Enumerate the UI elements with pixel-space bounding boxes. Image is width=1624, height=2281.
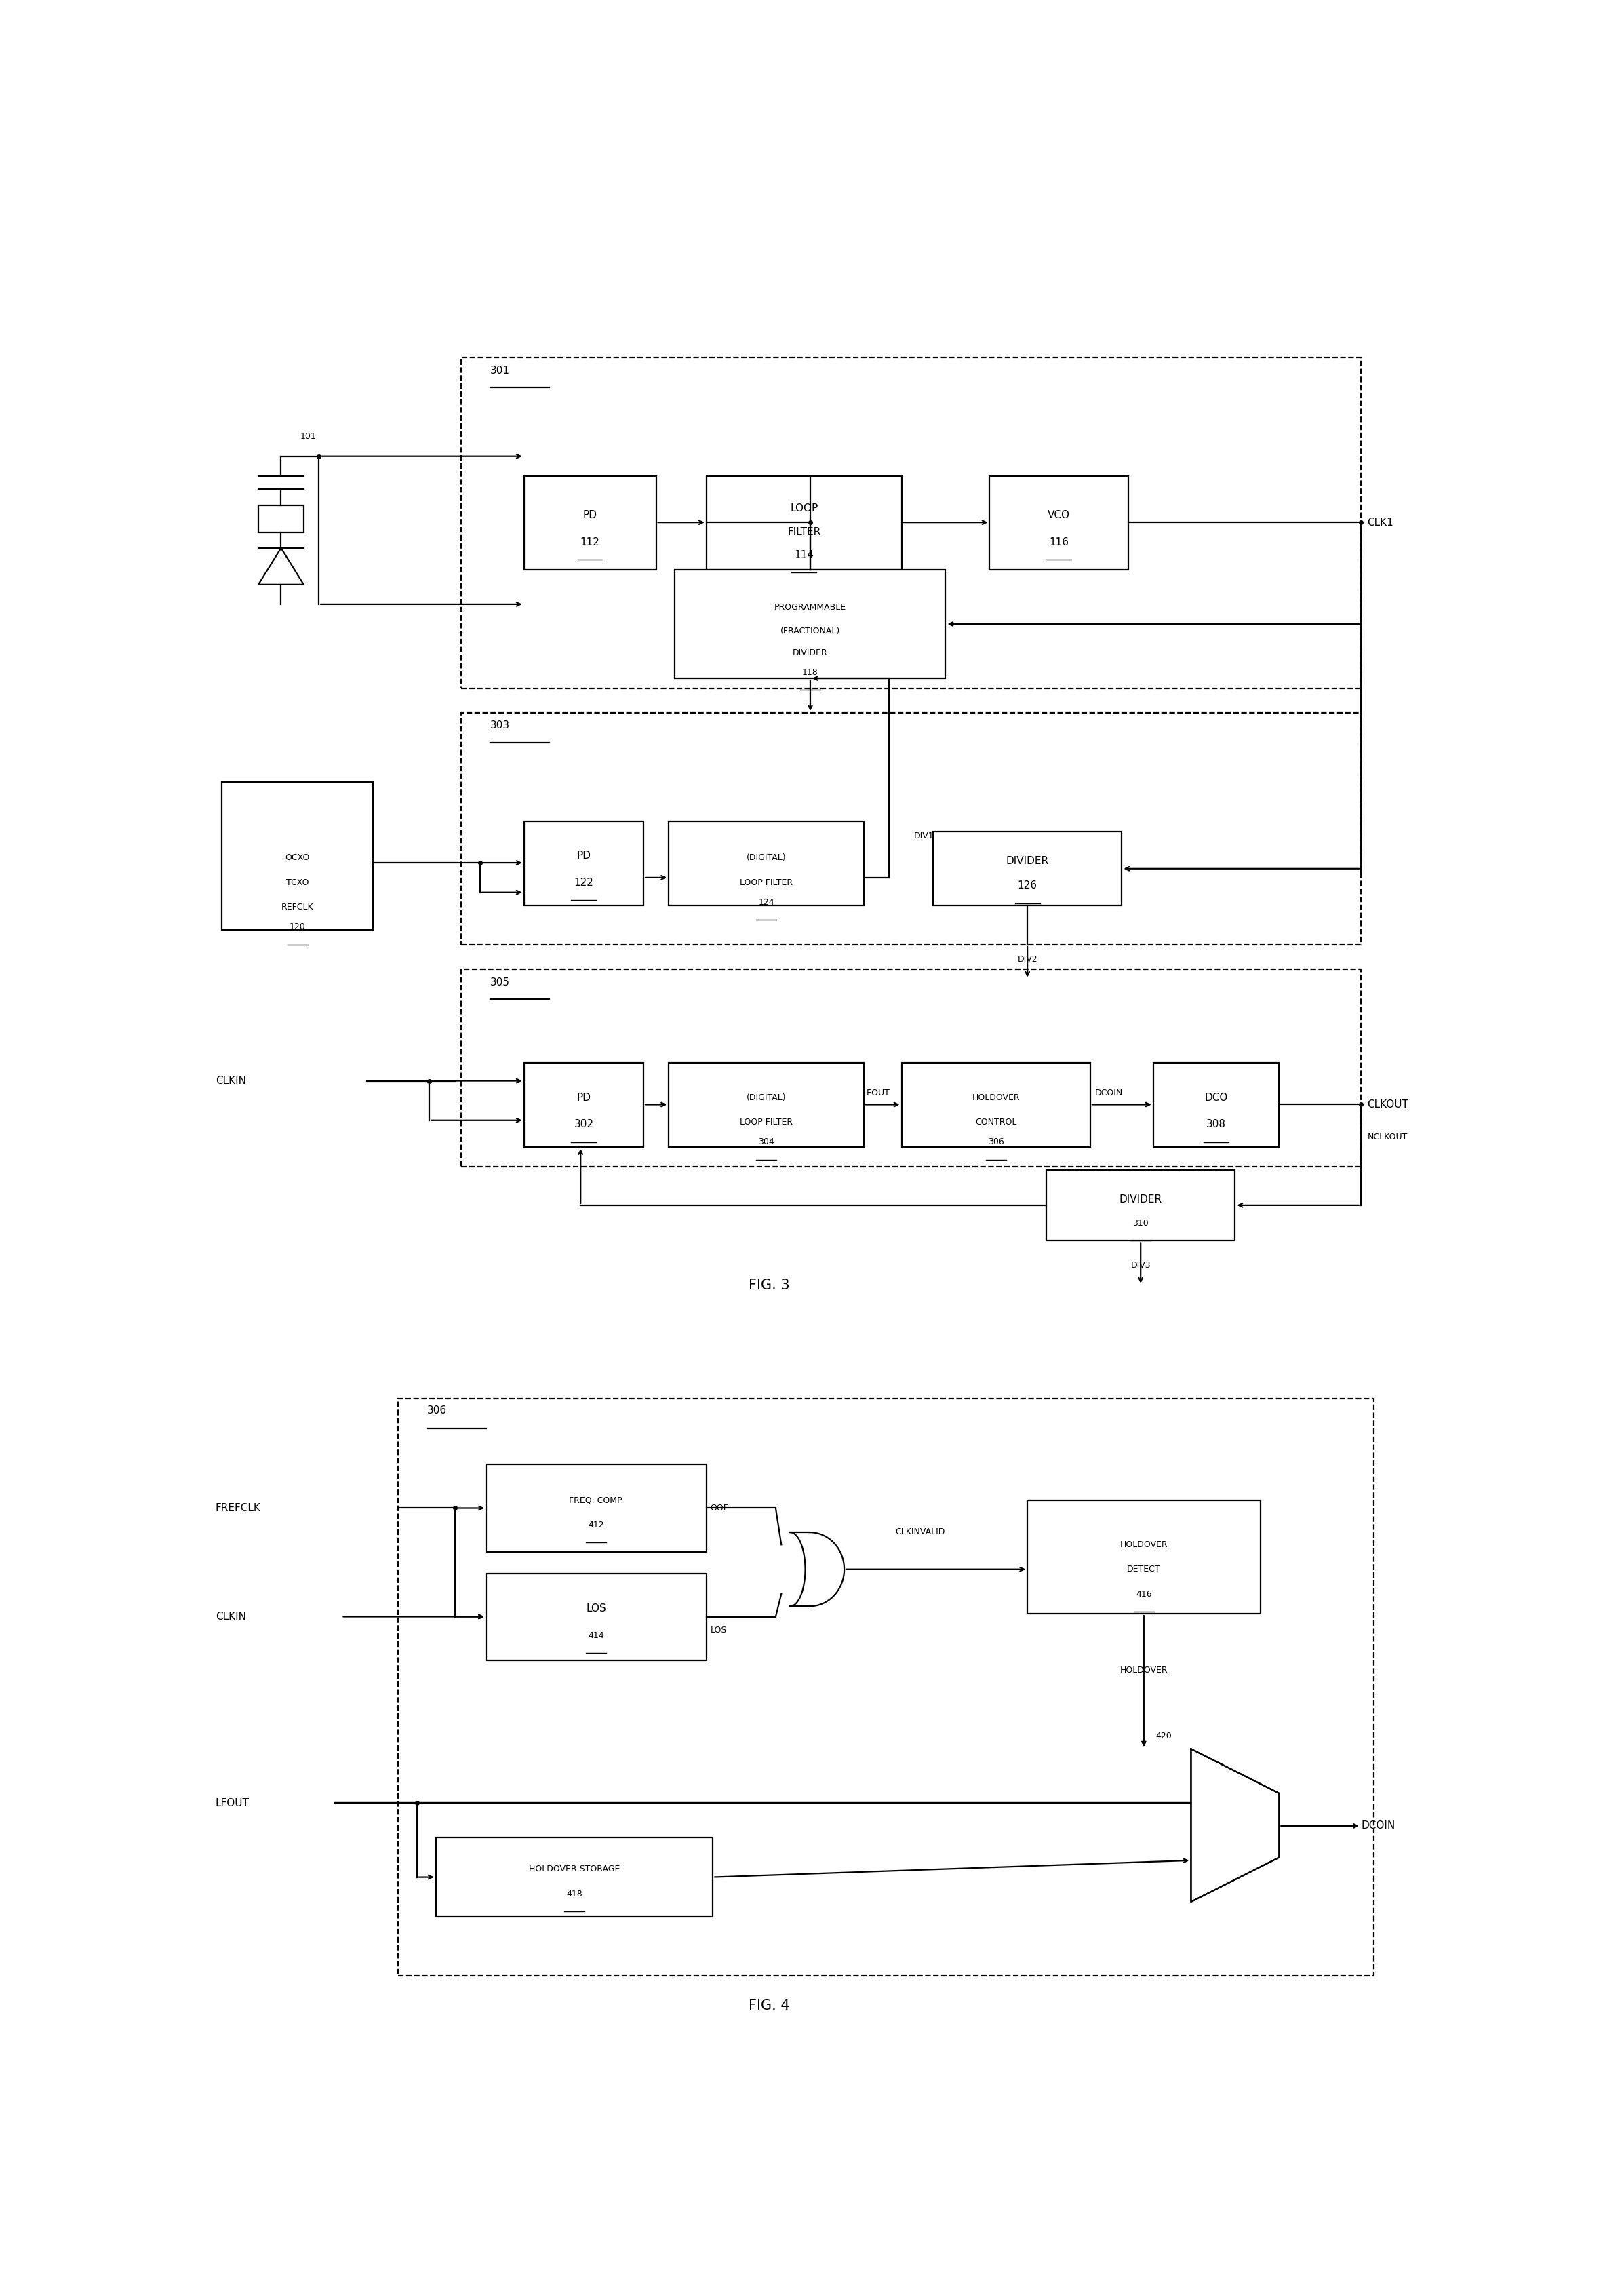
Text: HOLDOVER: HOLDOVER (1121, 1665, 1168, 1674)
Text: PD: PD (583, 511, 598, 520)
Text: DETECT: DETECT (1127, 1565, 1161, 1574)
Text: 303: 303 (490, 721, 510, 730)
Text: REFCLK: REFCLK (281, 903, 313, 912)
Text: 122: 122 (573, 878, 593, 887)
Text: OCXO: OCXO (286, 853, 310, 862)
Bar (1153, 1063, 1280, 1147)
Bar (222, 782, 374, 931)
Bar (435, 1838, 713, 1916)
Bar (461, 358, 1361, 689)
Text: TCXO: TCXO (286, 878, 309, 887)
Text: 302: 302 (573, 1120, 593, 1129)
Text: CLKINVALID: CLKINVALID (895, 1528, 945, 1535)
Text: FIG. 4: FIG. 4 (749, 1998, 789, 2012)
Text: DIVIDER: DIVIDER (793, 648, 828, 657)
Text: (DIGITAL): (DIGITAL) (747, 853, 786, 862)
Text: DIVIDER: DIVIDER (1119, 1195, 1163, 1204)
Bar (669, 821, 864, 906)
Text: DCOIN: DCOIN (1095, 1088, 1124, 1097)
Text: CLK1: CLK1 (1367, 518, 1393, 527)
Text: 305: 305 (490, 976, 510, 988)
Text: HOLDOVER: HOLDOVER (973, 1093, 1020, 1102)
Text: LOOP: LOOP (789, 504, 818, 513)
Bar (525, 477, 656, 570)
Bar (901, 1063, 1090, 1147)
Text: FREFCLK: FREFCLK (216, 1503, 261, 1512)
Text: 418: 418 (567, 1889, 583, 1898)
Text: DIV2: DIV2 (1017, 956, 1038, 965)
Text: LFOUT: LFOUT (216, 1797, 250, 1809)
Text: 124: 124 (758, 899, 775, 906)
Text: 416: 416 (1135, 1590, 1151, 1599)
Text: 126: 126 (1018, 880, 1038, 890)
Text: 308: 308 (1207, 1120, 1226, 1129)
Bar (461, 712, 1361, 944)
Text: FREQ. COMP.: FREQ. COMP. (568, 1496, 624, 1505)
Bar (258, 506, 304, 531)
Text: DIVIDER: DIVIDER (1005, 855, 1049, 867)
Bar (1028, 1501, 1260, 1613)
Bar (669, 1063, 864, 1147)
Text: (DIGITAL): (DIGITAL) (747, 1093, 786, 1102)
Bar (706, 477, 901, 570)
Text: DCO: DCO (1205, 1093, 1228, 1102)
Text: 412: 412 (588, 1521, 604, 1528)
Bar (461, 969, 1361, 1166)
Bar (486, 1464, 706, 1551)
Text: CLKOUT: CLKOUT (1367, 1099, 1408, 1109)
Text: NCLKOUT: NCLKOUT (1367, 1134, 1408, 1140)
Text: 118: 118 (802, 668, 818, 677)
Text: 306: 306 (987, 1138, 1004, 1147)
Text: LFOUT: LFOUT (862, 1088, 890, 1097)
Text: CONTROL: CONTROL (974, 1118, 1017, 1127)
Bar (989, 477, 1129, 570)
Text: 304: 304 (758, 1138, 775, 1147)
Text: CLKIN: CLKIN (216, 1077, 247, 1086)
Text: LOS: LOS (586, 1604, 606, 1615)
Text: 101: 101 (300, 431, 317, 440)
Bar (398, 1398, 1374, 1975)
Text: 310: 310 (1132, 1218, 1148, 1227)
Text: CLKIN: CLKIN (216, 1613, 247, 1622)
Bar (525, 821, 643, 906)
Text: LOOP FILTER: LOOP FILTER (741, 1118, 793, 1127)
Polygon shape (1190, 1750, 1280, 1902)
Text: PD: PD (577, 1093, 591, 1102)
Bar (932, 830, 1122, 906)
Text: PD: PD (577, 851, 591, 860)
Text: VCO: VCO (1047, 511, 1070, 520)
Text: (FRACTIONAL): (FRACTIONAL) (781, 627, 840, 636)
Text: LOS: LOS (711, 1626, 728, 1635)
Text: 420: 420 (1156, 1731, 1173, 1740)
Text: 116: 116 (1049, 536, 1069, 547)
Text: PROGRAMMABLE: PROGRAMMABLE (775, 602, 846, 611)
Text: DIV3: DIV3 (1130, 1261, 1151, 1271)
Text: 120: 120 (289, 922, 305, 931)
Text: 414: 414 (588, 1631, 604, 1640)
Text: DIV1: DIV1 (914, 833, 934, 842)
Text: FIG. 3: FIG. 3 (749, 1277, 789, 1291)
Text: OOF: OOF (710, 1503, 728, 1512)
Text: HOLDOVER: HOLDOVER (1121, 1540, 1168, 1549)
Bar (525, 1063, 643, 1147)
Text: 301: 301 (490, 365, 510, 376)
Text: LOOP FILTER: LOOP FILTER (741, 878, 793, 887)
Text: HOLDOVER STORAGE: HOLDOVER STORAGE (529, 1866, 620, 1873)
Text: 112: 112 (580, 536, 599, 547)
Bar (676, 570, 945, 677)
Text: 114: 114 (794, 550, 814, 561)
Text: FILTER: FILTER (788, 527, 820, 538)
Text: 306: 306 (427, 1405, 447, 1417)
Bar (486, 1574, 706, 1661)
Bar (1046, 1170, 1236, 1241)
Text: DCOIN: DCOIN (1361, 1820, 1395, 1832)
